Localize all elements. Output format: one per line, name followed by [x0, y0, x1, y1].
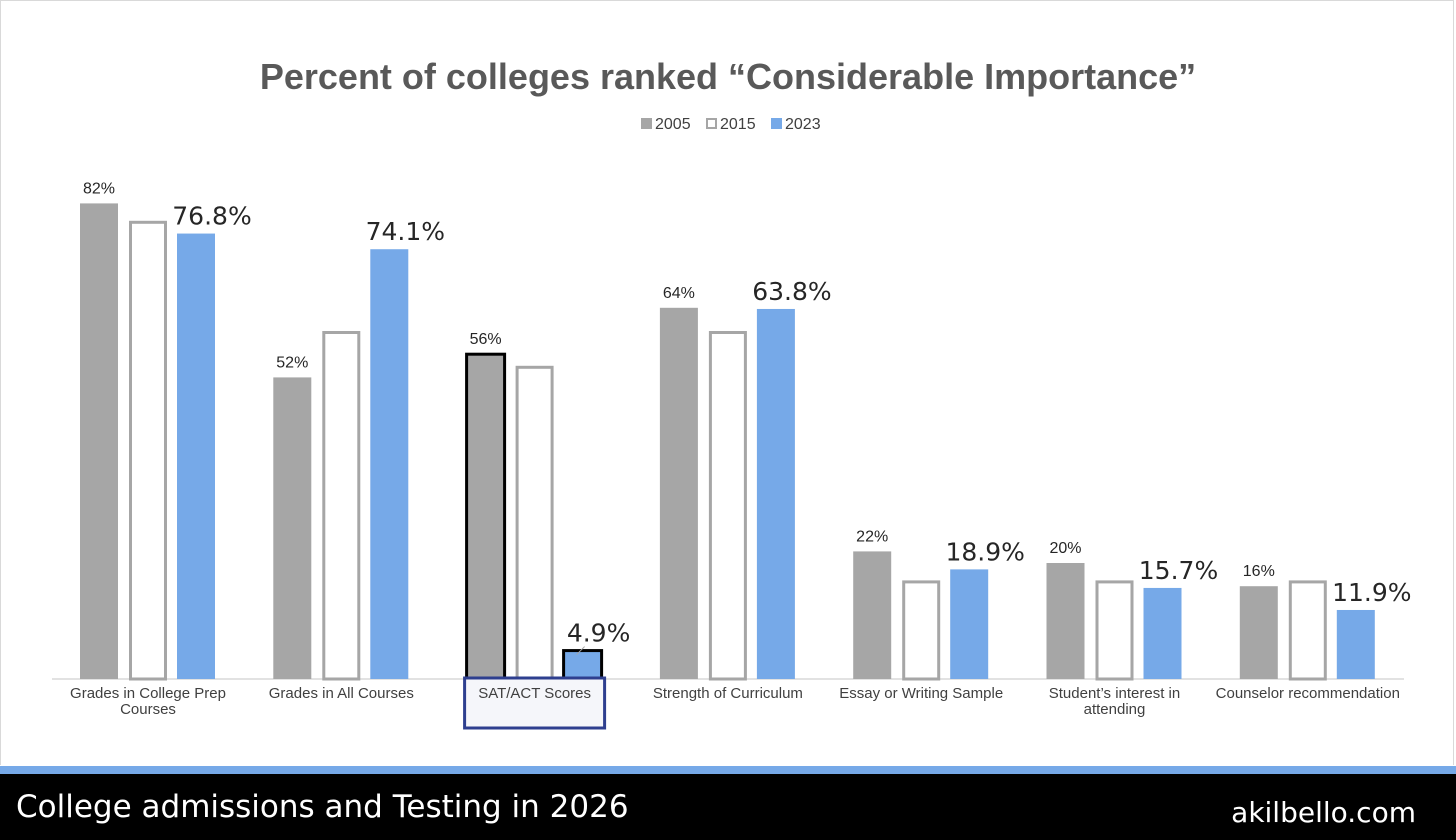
- footer-bar: College admissions and Testing in 2026 a…: [0, 766, 1456, 840]
- bar-2005-5: [853, 551, 892, 679]
- data-label-2023-6: 15.7%: [1139, 556, 1218, 585]
- bar-2005-3: [465, 352, 507, 681]
- legend-swatch-2023: [771, 118, 782, 129]
- chart-legend: 2005 2015 2023: [641, 116, 821, 133]
- category-labels-layer: Grades in College Prep Courses Grades in A…: [70, 676, 1400, 730]
- bar-chart: Percent of colleges ranked “Considerable…: [52, 56, 1412, 730]
- category-label-1: Grades in College Prep Courses: [70, 685, 226, 718]
- bar-2005-2: [273, 377, 312, 679]
- legend-swatch-2005: [641, 118, 652, 129]
- bar-2023-4: [756, 308, 795, 679]
- footer-content: College admissions and Testing in 2026 a…: [0, 774, 1456, 840]
- accent-strip: [0, 766, 1456, 774]
- highlight-box: [463, 676, 607, 730]
- leader-line: [576, 646, 585, 655]
- bar-2023-2: [370, 249, 409, 679]
- data-labels-layer: 82% 76.8% 52% 74.1% 56% 4.9% 64% 63.8% 22% 18.9% 2…: [83, 180, 1412, 655]
- footer-site: akilbello.com: [1231, 795, 1416, 829]
- data-label-2005-1: 82%: [83, 180, 115, 197]
- bar-2015-2: [322, 331, 361, 681]
- data-label-2023-3: 4.9%: [567, 619, 631, 648]
- bar-2005-4: [659, 307, 698, 679]
- bar-2015-6: [1095, 580, 1134, 681]
- category-label-7: Counselor recommendation: [1216, 685, 1400, 702]
- bar-2023-7: [1336, 609, 1375, 679]
- data-label-2005-7: 16%: [1243, 563, 1275, 580]
- category-label-5: Essay or Writing Sample: [839, 685, 1003, 702]
- legend-label-2005: 2005: [655, 116, 691, 133]
- category-label-6: Student’s interest in attending: [1049, 685, 1180, 718]
- bar-2023-1: [177, 233, 215, 679]
- bar-2005-1: [80, 203, 118, 679]
- data-label-2005-3: 56%: [470, 331, 502, 348]
- bar-2005-6: [1046, 563, 1085, 679]
- bar-2015-3: [515, 365, 554, 681]
- slide-frame: [0, 0, 1454, 765]
- bar-2023-3: [562, 649, 604, 681]
- category-label-3: SAT/ACT Scores: [478, 685, 591, 702]
- category-label-4: Strength of Curriculum: [653, 685, 803, 702]
- data-label-2005-4: 64%: [663, 285, 695, 302]
- category-label-2: Grades in All Courses: [269, 685, 414, 702]
- legend-label-2023: 2023: [785, 116, 821, 133]
- bar-2023-6: [1143, 587, 1182, 679]
- data-label-2023-5: 18.9%: [945, 537, 1024, 566]
- bar-2005-7: [1239, 586, 1278, 679]
- data-label-2023-2: 74.1%: [366, 217, 445, 246]
- bar-2015-1: [129, 220, 167, 681]
- legend-label-2015: 2015: [720, 116, 756, 133]
- bars-layer: [80, 203, 1375, 681]
- data-label-2005-2: 52%: [276, 354, 308, 371]
- bar-2015-4: [708, 331, 747, 681]
- footer-title: College admissions and Testing in 2026: [16, 789, 629, 825]
- bar-2015-5: [902, 580, 941, 681]
- data-label-2023-1: 76.8%: [172, 202, 251, 231]
- data-label-2005-5: 22%: [856, 528, 888, 545]
- data-label-2005-6: 20%: [1049, 540, 1081, 557]
- chart-title: Percent of colleges ranked “Considerable…: [260, 56, 1196, 97]
- bar-2015-7: [1288, 580, 1327, 681]
- data-label-2023-4: 63.8%: [752, 277, 831, 306]
- bar-2023-5: [950, 569, 989, 679]
- legend-swatch-2015: [706, 118, 717, 129]
- data-label-2023-7: 11.9%: [1332, 578, 1411, 607]
